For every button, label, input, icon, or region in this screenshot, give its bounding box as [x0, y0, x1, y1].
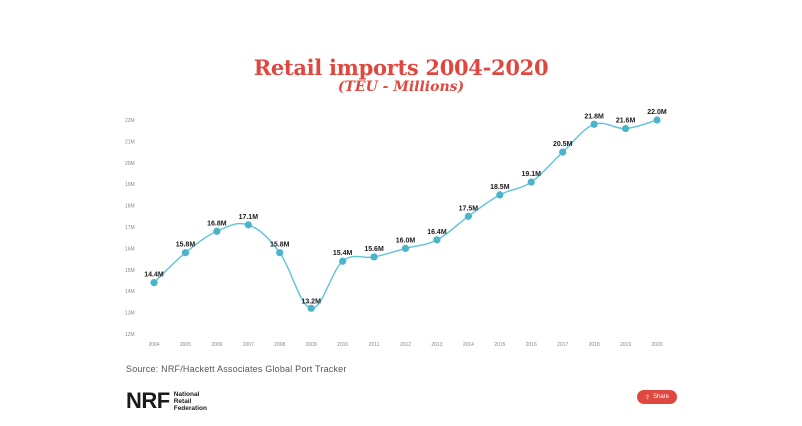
- data-point[interactable]: [307, 304, 315, 312]
- data-label: 22.0M: [647, 109, 667, 116]
- data-label: 20.5M: [553, 141, 573, 148]
- data-point[interactable]: [213, 227, 221, 235]
- series-line: [153, 119, 658, 310]
- data-label: 14.4M: [144, 272, 164, 279]
- y-tick-label: 22M: [125, 118, 135, 124]
- x-tick-label: 2015: [494, 342, 505, 348]
- data-label: 18.5M: [490, 184, 510, 191]
- data-label: 16.8M: [207, 220, 227, 227]
- data-label: 15.6M: [364, 246, 384, 253]
- data-label: 21.6M: [616, 118, 636, 125]
- data-label: 17.5M: [459, 205, 479, 212]
- x-tick-label: 2018: [589, 342, 600, 348]
- data-point[interactable]: [339, 257, 347, 265]
- data-label: 21.8M: [584, 113, 604, 120]
- x-tick-label: 2008: [274, 342, 285, 348]
- data-label: 16.4M: [427, 229, 447, 236]
- y-tick-label: 14M: [125, 289, 135, 295]
- x-tick-label: 2005: [180, 342, 191, 348]
- data-label: 13.2M: [301, 298, 321, 305]
- y-tick-label: 17M: [125, 225, 135, 231]
- y-tick-label: 16M: [125, 246, 135, 252]
- data-point[interactable]: [653, 116, 661, 124]
- data-label: 15.8M: [176, 242, 196, 249]
- y-tick-label: 15M: [125, 268, 135, 274]
- data-point[interactable]: [527, 178, 535, 186]
- data-label: 16.0M: [396, 237, 416, 244]
- x-tick-label: 2016: [526, 342, 537, 348]
- y-tick-label: 13M: [125, 311, 135, 317]
- y-tick-label: 12M: [125, 332, 135, 338]
- source-note: Source: NRF/Hackett Associates Global Po…: [126, 364, 347, 374]
- data-points: [150, 116, 661, 312]
- data-point[interactable]: [401, 244, 410, 252]
- x-tick-label: 2019: [620, 342, 631, 348]
- y-tick-label: 21M: [125, 139, 135, 145]
- share-button[interactable]: ⇪ Share: [637, 390, 677, 404]
- data-point[interactable]: [244, 221, 252, 229]
- x-tick-label: 2006: [211, 342, 222, 348]
- data-labels: 14.4M 15.8M 16.8M 17.1M 15.8M 13.2M 15.4M 15.6M…: [144, 109, 667, 305]
- x-tick-label: 2011: [369, 342, 380, 348]
- x-tick-label: 2020: [651, 342, 662, 348]
- data-point[interactable]: [276, 249, 284, 257]
- y-axis: 12M 13M 14M 15M 16M 17M 18M 19M 20M 21M 22M: [125, 118, 135, 338]
- data-point[interactable]: [464, 212, 472, 220]
- logo-mark: NRF: [126, 388, 170, 413]
- y-tick-label: 18M: [125, 204, 135, 210]
- x-tick-label: 2010: [337, 342, 348, 348]
- x-tick-label: 2017: [557, 342, 568, 348]
- chart-subtitle: (TEU - Millions): [337, 79, 465, 95]
- logo-line-2: Retail: [173, 397, 192, 405]
- data-point[interactable]: [496, 191, 504, 199]
- share-icon: ⇪: [644, 394, 650, 401]
- data-label: 15.8M: [270, 242, 290, 249]
- x-tick-label: 2007: [243, 342, 254, 348]
- x-tick-label: 2009: [306, 342, 317, 348]
- data-point[interactable]: [370, 253, 378, 261]
- data-point[interactable]: [181, 249, 190, 257]
- x-tick-label: 2014: [463, 342, 474, 348]
- chart-title: Retail imports 2004-2020: [253, 55, 549, 80]
- y-tick-label: 20M: [125, 161, 135, 167]
- data-point[interactable]: [150, 279, 158, 287]
- logo-text: National Retail Federation: [174, 391, 214, 412]
- data-point[interactable]: [590, 120, 598, 128]
- x-tick-label: 2004: [148, 342, 159, 348]
- x-axis: 2004 2005 2006 2007 2008 2009 2010 2011 2012 2013…: [148, 342, 662, 348]
- data-point[interactable]: [433, 236, 441, 244]
- data-point[interactable]: [559, 148, 567, 156]
- share-label: Share: [653, 394, 670, 400]
- data-point[interactable]: [621, 124, 630, 133]
- data-label: 17.1M: [239, 214, 259, 221]
- x-tick-label: 2012: [400, 342, 411, 348]
- logo-line-3: Federation: [173, 404, 207, 412]
- nrf-logo[interactable]: NRF National Retail Federation: [126, 388, 214, 414]
- y-tick-label: 19M: [125, 182, 135, 188]
- data-label: 15.4M: [333, 250, 353, 257]
- data-label: 19.1M: [522, 171, 542, 178]
- x-tick-label: 2013: [431, 342, 442, 348]
- logo-line-1: National: [173, 390, 200, 398]
